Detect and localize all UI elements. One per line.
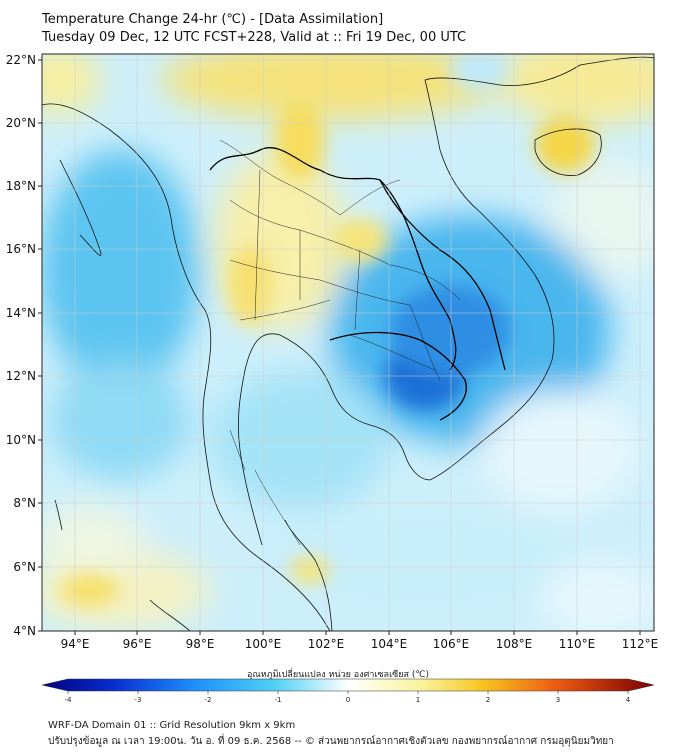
colorbar-tick-label: -1 [275,696,282,704]
lon-label: 112°E [622,637,659,651]
gulf-of-thailand [237,333,431,546]
lon-label: 100°E [245,637,282,651]
colorbar-label: อุณหภูมิเปลี่ยนแปลง หน่วย องศาเซลเซียส (… [246,670,430,680]
colorbar-tick-label: 1 [416,696,420,704]
lon-label: 96°E [123,637,152,651]
lon-label: 98°E [186,637,215,651]
lat-label: 18°N [6,179,36,193]
lon-label: 110°E [559,637,596,651]
colorbar-tick-label: 4 [626,696,631,704]
country-borders [209,147,506,421]
cambodia-border [329,331,467,421]
sumatra-tip [149,599,191,631]
graticule [42,54,654,631]
lat-label: 22°N [6,53,36,67]
lon-label: 102°E [308,637,345,651]
temperature-change-map: 22°N 20°N 18°N 16°N 14°N 12°N 10°N 8°N 6… [6,53,659,651]
lat-label: 10°N [6,433,36,447]
lat-label: 20°N [6,116,36,130]
plot-frame [41,53,655,632]
colorbar-ticks: -4 -3 -2 -1 0 1 2 3 4 [65,691,631,704]
colorbar-tick-label: 0 [346,696,350,704]
lat-label: 12°N [6,369,36,383]
colorbar-tick-label: 3 [556,696,560,704]
vietnam-coast [424,56,654,481]
myanmar-coast [59,159,102,256]
footer-credit: ปรับปรุงข้อมูล ณ เวลา 19:00น. วัน อ. ที่… [48,736,614,747]
colorbar-tick-label: -2 [205,696,212,704]
lat-label: 6°N [13,560,36,574]
andaman-islands [54,499,63,531]
malaysia-east-coast [284,519,333,631]
lat-label: 16°N [6,242,36,256]
field-shading [42,54,654,631]
lon-label: 106°E [433,637,470,651]
lon-label: 104°E [371,637,408,651]
lat-label: 4°N [13,624,36,638]
laos-vietnam-border [379,179,506,371]
map-subtitle: Tuesday 09 Dec, 12 UTC FCST+228, Valid a… [42,30,467,45]
coastlines [42,56,654,631]
lon-label: 108°E [496,637,533,651]
colorbar-tick-label: -3 [135,696,142,704]
lat-label: 8°N [13,496,36,510]
lat-axis: 22°N 20°N 18°N 16°N 14°N 12°N 10°N 8°N 6… [6,53,42,638]
lat-label: 14°N [6,306,36,320]
mainland-coastline [42,103,331,631]
colorbar-tick-label: -4 [65,696,73,704]
map-title: Temperature Change 24-hr (℃) - [Data Ass… [42,12,384,27]
lon-label: 94°E [61,637,90,651]
colorbar-gradient [41,678,655,692]
lon-axis: 94°E 96°E 98°E 100°E 102°E 104°E 106°E 1… [61,631,659,651]
footer-model-info: WRF-DA Domain 01 :: Grid Resolution 9km … [48,720,296,731]
colorbar: -4 -3 -2 -1 0 1 2 3 4 [41,678,655,704]
colorbar-tick-label: 2 [486,696,490,704]
province-borders [219,139,461,546]
hainan-island [534,128,602,176]
